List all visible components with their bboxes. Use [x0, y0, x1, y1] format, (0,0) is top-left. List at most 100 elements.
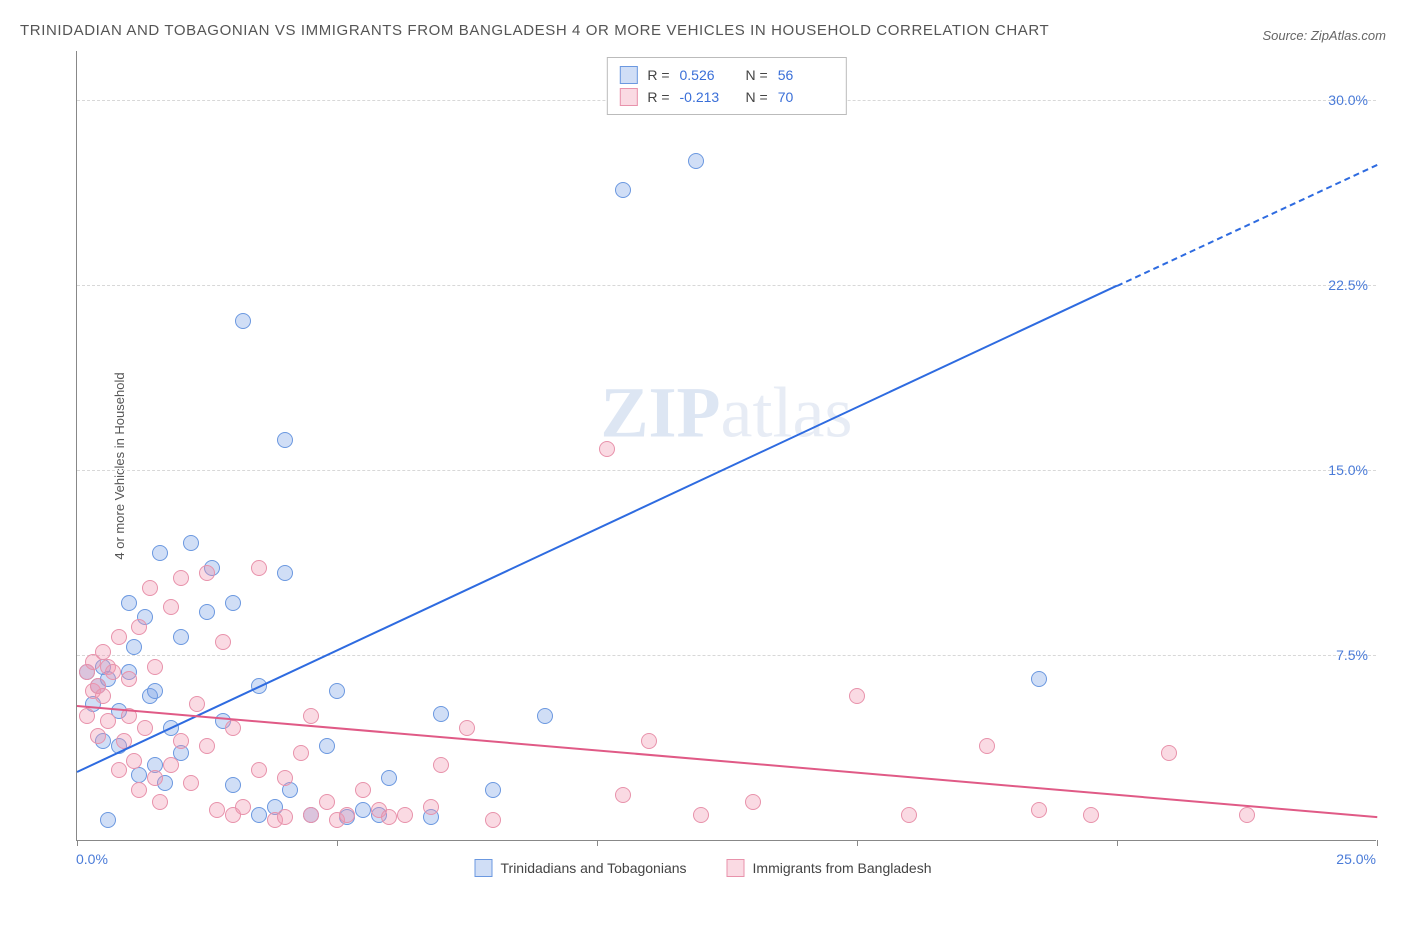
scatter-point [147, 683, 163, 699]
scatter-point [95, 644, 111, 660]
series-name: Trinidadians and Tobagonians [501, 860, 687, 876]
x-tick [1377, 840, 1378, 846]
scatter-point [199, 565, 215, 581]
scatter-point [1239, 807, 1255, 823]
source-attribution: Source: ZipAtlas.com [1262, 28, 1386, 43]
legend-swatch [619, 88, 637, 106]
scatter-point [1083, 807, 1099, 823]
legend-n-value: 70 [778, 86, 834, 108]
legend-n-value: 56 [778, 64, 834, 86]
scatter-point [397, 807, 413, 823]
scatter-point [225, 777, 241, 793]
y-tick-label: 30.0% [1328, 92, 1368, 108]
scatter-point [615, 787, 631, 803]
gridline [77, 470, 1376, 471]
x-tick [597, 840, 598, 846]
trend-line [1117, 164, 1378, 287]
series-legend-item: Trinidadians and Tobagonians [475, 859, 687, 877]
scatter-point [319, 738, 335, 754]
scatter-point [745, 794, 761, 810]
scatter-point [433, 706, 449, 722]
series-legend-item: Immigrants from Bangladesh [727, 859, 932, 877]
scatter-point [693, 807, 709, 823]
legend-n-label: N = [746, 64, 768, 86]
scatter-point [225, 595, 241, 611]
scatter-point [137, 720, 153, 736]
scatter-point [293, 745, 309, 761]
trend-line [77, 285, 1118, 773]
series-legend: Trinidadians and Tobagonians Immigrants f… [475, 859, 932, 877]
scatter-point [100, 812, 116, 828]
x-tick [1117, 840, 1118, 846]
scatter-point [381, 770, 397, 786]
scatter-point [277, 770, 293, 786]
scatter-point [277, 432, 293, 448]
legend-swatch [619, 66, 637, 84]
scatter-point [615, 182, 631, 198]
scatter-point [485, 812, 501, 828]
scatter-point [355, 782, 371, 798]
scatter-point [209, 802, 225, 818]
scatter-point [215, 634, 231, 650]
scatter-point [235, 799, 251, 815]
scatter-point [599, 441, 615, 457]
plot-area: ZIPatlas R = 0.526 N = 56R = -0.213 N = 70 7.5… [76, 51, 1376, 841]
scatter-point [459, 720, 475, 736]
legend-swatch [727, 859, 745, 877]
scatter-point [90, 728, 106, 744]
scatter-point [126, 639, 142, 655]
x-tick [77, 840, 78, 846]
x-tick [857, 840, 858, 846]
scatter-point [173, 570, 189, 586]
scatter-point [79, 708, 95, 724]
scatter-point [131, 767, 147, 783]
scatter-point [152, 794, 168, 810]
correlation-legend: R = 0.526 N = 56R = -0.213 N = 70 [606, 57, 846, 116]
y-tick-label: 7.5% [1336, 647, 1368, 663]
scatter-point [225, 720, 241, 736]
scatter-point [235, 313, 251, 329]
scatter-point [1031, 671, 1047, 687]
legend-row: R = -0.213 N = 70 [619, 86, 833, 108]
scatter-point [100, 713, 116, 729]
scatter-point [251, 807, 267, 823]
scatter-point [131, 782, 147, 798]
scatter-point [173, 629, 189, 645]
scatter-point [199, 604, 215, 620]
scatter-point [126, 753, 142, 769]
legend-r-label: R = [647, 86, 669, 108]
scatter-point [641, 733, 657, 749]
scatter-point [147, 659, 163, 675]
scatter-point [131, 619, 147, 635]
gridline [77, 285, 1376, 286]
scatter-point [423, 799, 439, 815]
x-axis-origin-label: 0.0% [76, 851, 108, 867]
scatter-point [147, 770, 163, 786]
gridline [77, 655, 1376, 656]
series-name: Immigrants from Bangladesh [753, 860, 932, 876]
scatter-point [105, 664, 121, 680]
scatter-point [688, 153, 704, 169]
scatter-point [329, 683, 345, 699]
scatter-point [1161, 745, 1177, 761]
legend-r-value: 0.526 [680, 64, 736, 86]
scatter-point [433, 757, 449, 773]
y-tick-label: 15.0% [1328, 462, 1368, 478]
scatter-point [277, 809, 293, 825]
scatter-point [189, 696, 205, 712]
x-axis-max-label: 25.0% [1336, 851, 1376, 867]
scatter-point [251, 762, 267, 778]
legend-r-value: -0.213 [680, 86, 736, 108]
x-tick [337, 840, 338, 846]
scatter-point [849, 688, 865, 704]
scatter-point [121, 595, 137, 611]
legend-n-label: N = [746, 86, 768, 108]
watermark: ZIPatlas [601, 372, 853, 455]
scatter-point [121, 671, 137, 687]
chart-container: 4 or more Vehicles in Household ZIPatlas… [20, 51, 1386, 881]
chart-title: TRINIDADIAN AND TOBAGONIAN VS IMMIGRANTS… [20, 20, 1049, 43]
scatter-point [319, 794, 335, 810]
scatter-point [111, 629, 127, 645]
scatter-point [537, 708, 553, 724]
scatter-point [303, 807, 319, 823]
